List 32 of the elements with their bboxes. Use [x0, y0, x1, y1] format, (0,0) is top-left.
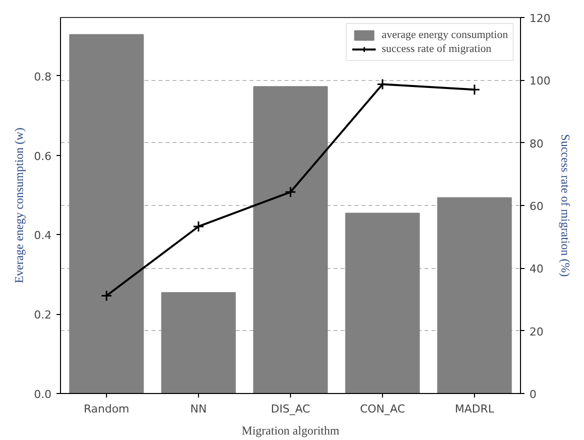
y-tick-label: 0.6: [34, 150, 52, 163]
x-tick-label: Random: [84, 402, 130, 416]
y2-tick-label: 0: [530, 388, 536, 401]
y2-tick-label: 20: [530, 325, 544, 338]
point: [284, 186, 296, 198]
y2-tick-label: 100: [530, 74, 550, 88]
bar: [161, 292, 236, 394]
y-tick-label: 0.4: [34, 229, 52, 242]
point: [192, 220, 204, 232]
y2-tick-label: 80: [530, 137, 544, 150]
y-tick-label: 0.0: [34, 388, 52, 401]
y-tick-label: 0.8: [34, 70, 52, 84]
point: [468, 84, 480, 96]
y-tick-label: 0.2: [34, 308, 52, 322]
x-tick-label: CON_AC: [360, 402, 406, 416]
x-tick-label: MADRL: [454, 402, 495, 416]
point: [376, 78, 388, 90]
point: [100, 290, 112, 302]
y2-tick-label: 60: [530, 200, 544, 213]
bar: [345, 212, 420, 394]
y-axis-title: Everage enegy consumption (w): [12, 128, 26, 284]
bar: [253, 86, 328, 394]
x-axis-title: Migration algorithm: [242, 424, 340, 438]
x-tick-label: DIS_AC: [270, 402, 310, 416]
bar: [69, 34, 144, 394]
x-tick-label: NN: [190, 402, 207, 416]
bar: [437, 197, 512, 394]
y2-axis-title: Success rate of migration (%): [558, 134, 572, 277]
y2-tick-label: 120: [530, 12, 550, 25]
legend-label: success rate of migration: [382, 43, 492, 55]
y2-tick-label: 40: [530, 262, 544, 276]
legend-label: average energy consumption: [382, 29, 508, 41]
